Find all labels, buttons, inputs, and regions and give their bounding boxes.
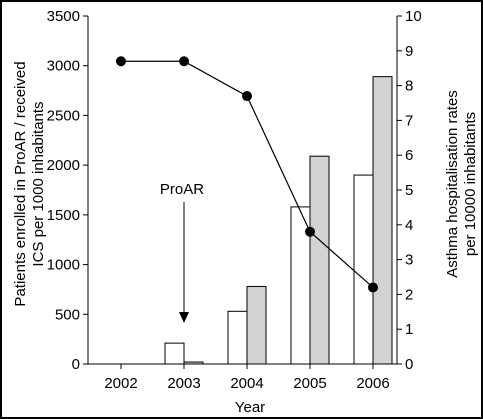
right-tick-label: 1	[405, 321, 413, 338]
right-tick-label: 8	[405, 78, 413, 95]
x-tick-label: 2005	[293, 375, 326, 392]
x-tick-label: 2003	[167, 375, 200, 392]
right-tick-label: 3	[405, 252, 413, 269]
line-point-2006	[368, 282, 378, 293]
bar-2004-series1	[227, 310, 248, 365]
line-point-2005	[305, 226, 315, 237]
line-point-2003	[179, 56, 189, 67]
bar-2005-series2	[309, 155, 330, 365]
line-layer	[116, 56, 378, 293]
annotation-layer	[179, 202, 189, 323]
annotation-arrow-head	[179, 312, 189, 323]
right-tick-label: 7	[405, 112, 413, 129]
right-tick-label: 0	[405, 356, 413, 373]
right-tick-label: 4	[405, 217, 413, 234]
right-tick-label: 5	[405, 182, 413, 199]
x-axis-title: Year	[235, 399, 265, 416]
left-tick-label: 3500	[47, 8, 80, 25]
left-tick-label: 1000	[47, 257, 80, 274]
ticks-layer: 0 500 1000 1500 2000 2500 3000 3500 0 1 2 3 4 5 6 7 8 9 10…	[47, 8, 422, 392]
bar-2004-series2	[246, 285, 267, 365]
line-point-2004	[242, 91, 252, 102]
left-tick-label: 1500	[47, 207, 80, 224]
left-tick-label: 0	[72, 356, 80, 373]
bar-2006-series2	[372, 76, 393, 365]
annotation-label: ProAR	[160, 181, 204, 198]
right-tick-label: 10	[405, 8, 422, 25]
bar-2006-series1	[353, 174, 374, 365]
left-tick-label: 2500	[47, 107, 80, 124]
right-tick-label: 9	[405, 43, 413, 60]
left-tick-label: 500	[55, 306, 80, 323]
left-tick-label: 2000	[47, 157, 80, 174]
right-tick-label: 2	[405, 286, 413, 303]
bar-2003-series1	[164, 342, 185, 365]
line-point-2002	[116, 56, 126, 67]
x-tick-label: 2006	[356, 375, 389, 392]
right-axis-title-line2: per 10000 inhabitants	[462, 112, 479, 256]
x-tick-label: 2002	[104, 375, 137, 392]
left-tick-label: 3000	[47, 58, 80, 75]
x-tick-label: 2004	[230, 375, 263, 392]
right-tick-label: 6	[405, 147, 413, 164]
left-axis-title-line1: Patients enrolled in ProAR / received	[12, 61, 29, 306]
left-axis-title-line2: ICS per 1000 inhabitants	[30, 101, 47, 266]
bars-layer	[164, 76, 393, 365]
right-axis-title-line1: Asthma hospitalisation rates	[444, 90, 461, 278]
